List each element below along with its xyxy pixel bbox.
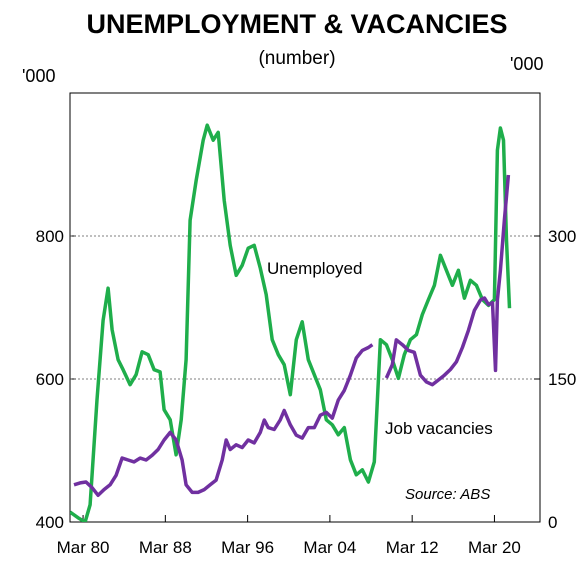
y-unit: '000 xyxy=(22,66,55,86)
y2-tick-label: 300 xyxy=(548,227,576,246)
series-line xyxy=(73,174,511,498)
series-label: Job vacancies xyxy=(385,419,493,438)
series-line xyxy=(70,123,512,522)
y2-unit: '000 xyxy=(510,54,543,74)
x-tick-label: Mar 88 xyxy=(139,538,192,557)
plot-frame xyxy=(69,92,541,523)
y-tick-label: 400 xyxy=(36,513,64,532)
x-tick-label: Mar 12 xyxy=(386,538,439,557)
chart-title: UNEMPLOYMENT & VACANCIES xyxy=(86,9,507,39)
source-note: Source: ABS xyxy=(405,486,490,503)
x-tick-label: Mar 20 xyxy=(468,538,521,557)
y-tick-label: 800 xyxy=(36,227,64,246)
x-tick-label: Mar 04 xyxy=(303,538,356,557)
x-tick-label: Mar 80 xyxy=(57,538,110,557)
chart-subtitle: (number) xyxy=(258,48,335,69)
y-tick-label: 600 xyxy=(36,370,64,389)
y2-tick-label: 0 xyxy=(548,513,557,532)
y2-tick-label: 150 xyxy=(548,370,576,389)
x-tick-label: Mar 96 xyxy=(221,538,274,557)
series-label: Unemployed xyxy=(267,259,362,278)
